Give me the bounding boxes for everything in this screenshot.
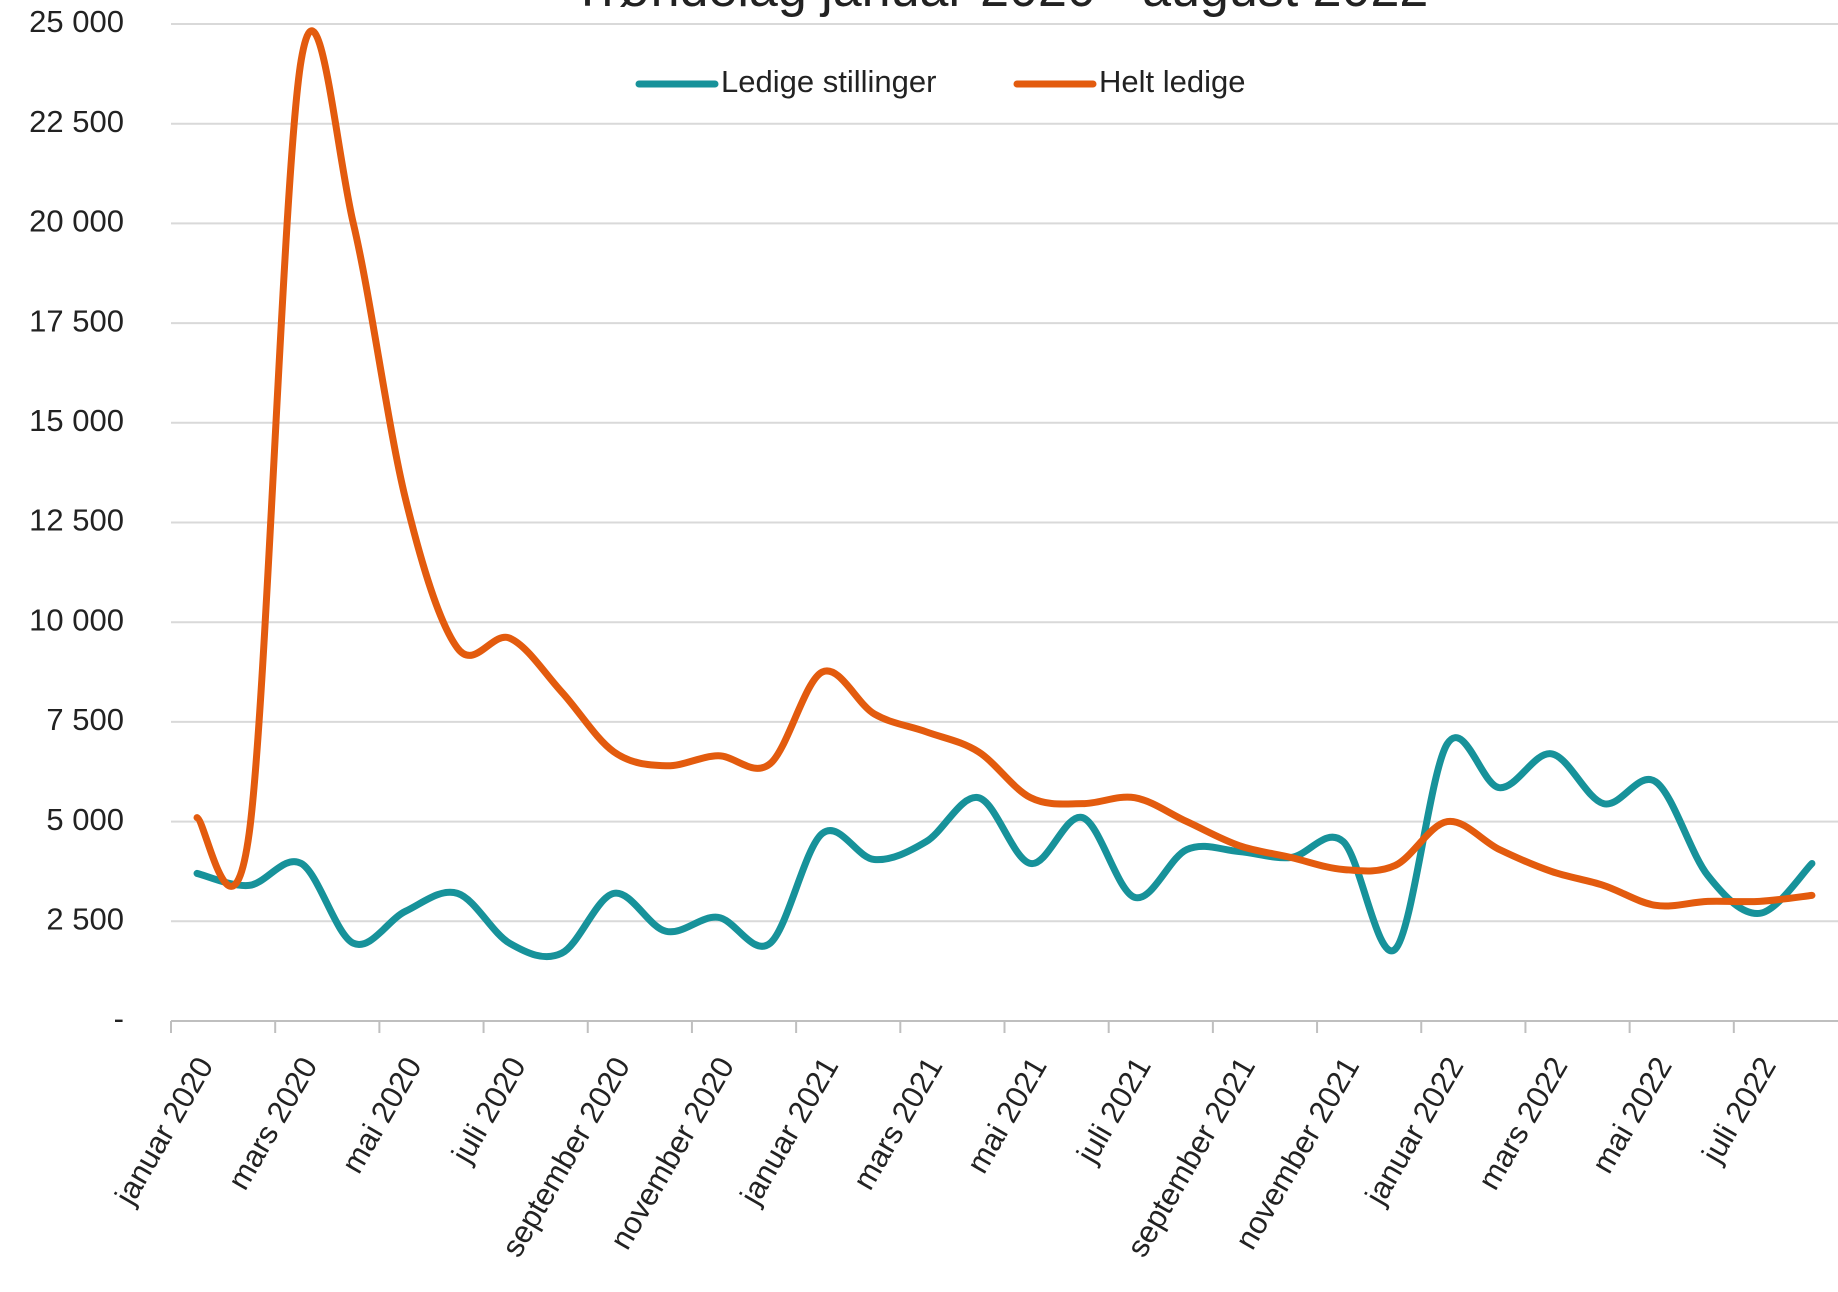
x-tick-label: januar 2022	[1358, 1051, 1471, 1211]
x-tick-label: mai 2021	[960, 1051, 1054, 1179]
legend-label: Ledige stillinger	[721, 64, 936, 99]
y-tick-label: 17 500	[29, 303, 124, 338]
y-tick-label: 7 500	[46, 702, 124, 737]
y-tick-label: 15 000	[29, 403, 124, 438]
legend-label: Helt ledige	[1099, 64, 1245, 99]
x-tick-label: mai 2022	[1585, 1051, 1679, 1179]
y-tick-label: 2 500	[46, 901, 124, 936]
x-tick-label: juli 2022	[1694, 1051, 1783, 1169]
y-tick-label: 25 000	[29, 4, 124, 39]
x-tick-label: mars 2021	[846, 1051, 950, 1195]
x-tick-label: mai 2020	[334, 1051, 428, 1179]
y-tick-label: 5 000	[46, 802, 124, 837]
y-tick-label: 12 500	[29, 503, 124, 538]
y-tick-label: 20 000	[29, 204, 124, 239]
x-tick-label: mars 2020	[221, 1051, 325, 1195]
chart-title: Trøndelag januar 2020 - august 2022	[572, 0, 1429, 18]
y-tick-label: 10 000	[29, 602, 124, 637]
x-tick-label: januar 2020	[107, 1051, 220, 1211]
x-tick-label: juli 2021	[1069, 1051, 1158, 1169]
y-tick-label: -	[114, 1001, 124, 1036]
x-tick-label: mars 2022	[1471, 1051, 1575, 1195]
x-tick-label: januar 2021	[733, 1051, 846, 1211]
y-tick-label: 22 500	[29, 104, 124, 139]
series-line	[193, 734, 1816, 961]
x-tick-label: juli 2020	[444, 1051, 533, 1169]
series-line	[193, 27, 1816, 910]
